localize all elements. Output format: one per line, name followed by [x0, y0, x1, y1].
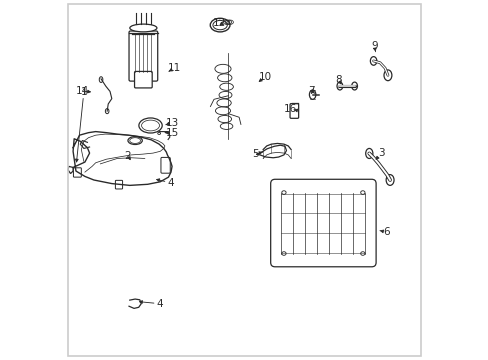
Text: 3: 3: [377, 148, 384, 158]
Ellipse shape: [386, 175, 393, 185]
Text: 16: 16: [283, 104, 296, 114]
Text: 13: 13: [165, 118, 178, 128]
Ellipse shape: [309, 90, 315, 99]
Ellipse shape: [129, 24, 157, 32]
Text: 6: 6: [382, 227, 388, 237]
Text: 8: 8: [334, 75, 341, 85]
Ellipse shape: [383, 70, 391, 81]
Text: 14: 14: [76, 86, 89, 96]
Ellipse shape: [351, 82, 357, 90]
Ellipse shape: [99, 77, 102, 82]
FancyBboxPatch shape: [73, 168, 81, 177]
Text: 11: 11: [167, 63, 181, 73]
Ellipse shape: [365, 148, 372, 158]
Ellipse shape: [369, 57, 376, 65]
Text: 4: 4: [167, 178, 174, 188]
Ellipse shape: [336, 82, 342, 90]
FancyBboxPatch shape: [115, 180, 122, 189]
Polygon shape: [68, 166, 73, 174]
Text: 9: 9: [370, 41, 377, 50]
Text: 7: 7: [308, 86, 315, 96]
Text: 1: 1: [81, 87, 87, 97]
Text: 5: 5: [252, 149, 259, 159]
Text: 15: 15: [165, 128, 178, 138]
Text: 10: 10: [258, 72, 271, 82]
Ellipse shape: [105, 109, 109, 114]
FancyBboxPatch shape: [129, 31, 158, 81]
FancyBboxPatch shape: [161, 157, 170, 173]
Text: 12: 12: [212, 18, 225, 28]
Text: 2: 2: [124, 150, 131, 161]
Text: 4: 4: [157, 299, 163, 309]
FancyBboxPatch shape: [270, 179, 375, 267]
FancyBboxPatch shape: [134, 71, 152, 88]
FancyBboxPatch shape: [289, 104, 298, 118]
